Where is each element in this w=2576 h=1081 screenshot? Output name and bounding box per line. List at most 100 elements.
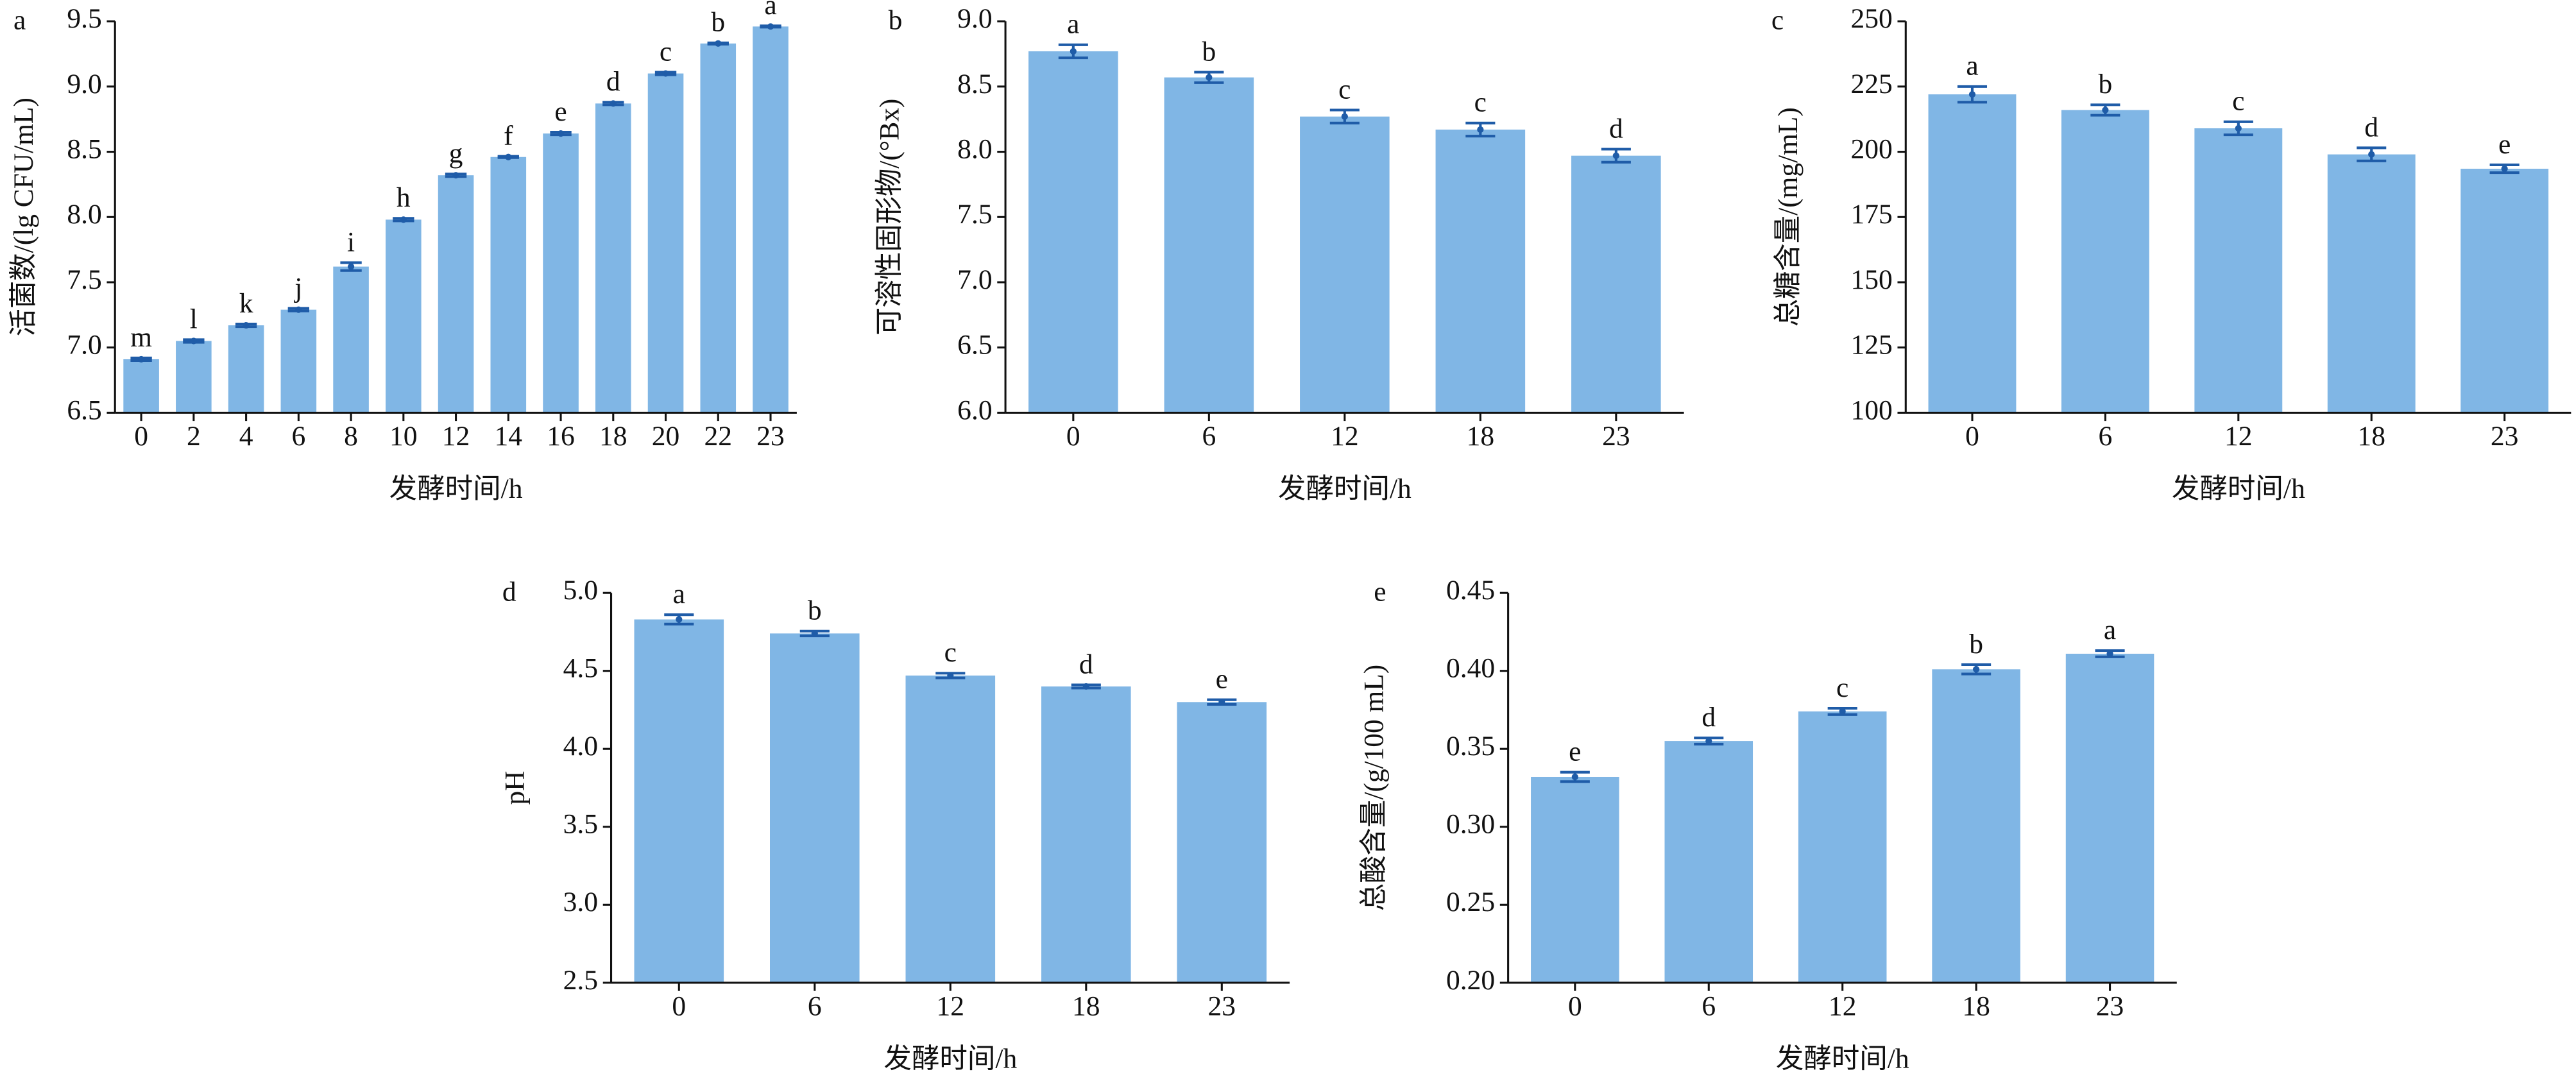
- panel-label: c: [1771, 5, 1784, 36]
- bar: [123, 359, 159, 413]
- mean-dot: [2501, 165, 2508, 173]
- mean-dot: [2106, 650, 2113, 658]
- bar: [2461, 169, 2549, 413]
- significance-letter: b: [2099, 69, 2113, 99]
- significance-letter: j: [293, 273, 302, 303]
- y-tick-label: 0.35: [1446, 731, 1495, 762]
- panel-label: d: [502, 577, 516, 608]
- bar: [647, 73, 684, 413]
- mean-dot: [2368, 151, 2375, 158]
- mean-dot: [137, 355, 145, 363]
- x-tick-label: 23: [1602, 421, 1630, 452]
- mean-dot: [1477, 126, 1484, 133]
- y-axis-label: 可溶性固形物/(°Bx): [874, 99, 905, 336]
- x-axis-label: 发酵时间/h: [1278, 473, 1412, 504]
- significance-letter: a: [1966, 51, 1978, 81]
- y-tick-label: 0.30: [1446, 809, 1495, 840]
- significance-letter: e: [554, 96, 567, 127]
- y-tick-label: 8.0: [957, 134, 992, 165]
- mean-dot: [1206, 74, 1213, 81]
- bar-chart: e 总酸含量/(g/100 mL) 发酵时间/h e 0 d 6 c 12 b 18 a 23 0.20 0…: [1359, 575, 2177, 1074]
- bar: [1928, 94, 2017, 413]
- y-tick-label: 8.0: [67, 199, 101, 230]
- y-tick-label: 9.0: [957, 3, 992, 34]
- mean-dot: [676, 616, 683, 623]
- y-axis-label: 总酸含量/(g/100 mL): [1359, 665, 1390, 911]
- significance-letter: a: [673, 579, 685, 609]
- bar: [1531, 776, 1619, 983]
- mean-dot: [1082, 683, 1089, 690]
- y-tick-label: 7.0: [67, 330, 101, 361]
- x-tick-label: 18: [1962, 991, 1990, 1022]
- mean-dot: [557, 130, 565, 137]
- significance-letter: e: [2498, 129, 2511, 160]
- bar: [2327, 154, 2416, 413]
- y-axis-label: 活菌数/(lg CFU/mL): [8, 98, 39, 336]
- x-tick-label: 8: [344, 421, 358, 452]
- x-tick-label: 23: [1208, 991, 1236, 1022]
- bar-chart: b 可溶性固形物/(°Bx) 发酵时间/h a 0 b 6 c 12 c 18 d 23 6.0 6.5 7.…: [874, 3, 1684, 504]
- bar: [490, 157, 527, 413]
- x-tick-label: 2: [187, 421, 201, 452]
- significance-letter: b: [711, 7, 725, 38]
- x-axis-label: 发酵时间/h: [389, 473, 523, 504]
- y-tick-label: 7.5: [957, 199, 992, 230]
- x-tick-label: 12: [1331, 421, 1359, 452]
- mean-dot: [452, 172, 459, 179]
- significance-letter: a: [2104, 615, 2116, 645]
- significance-letter: i: [347, 226, 355, 257]
- bar: [1932, 669, 2020, 983]
- mean-dot: [1973, 666, 1980, 673]
- y-axis-label: 总糖含量/(mg/mL): [1773, 107, 1804, 327]
- significance-letter: g: [449, 138, 463, 169]
- bar: [543, 133, 579, 413]
- significance-letter: d: [2364, 112, 2378, 142]
- bar: [1571, 155, 1661, 413]
- mean-dot: [1218, 699, 1225, 706]
- mean-dot: [1612, 152, 1619, 159]
- significance-letter: d: [1609, 113, 1623, 144]
- y-tick-label: 4.5: [563, 653, 598, 684]
- x-tick-label: 23: [2096, 991, 2124, 1022]
- mean-dot: [610, 100, 617, 107]
- x-tick-label: 6: [808, 991, 822, 1022]
- y-tick-label: 2.5: [563, 965, 598, 996]
- x-tick-label: 6: [1202, 421, 1216, 452]
- bar: [2061, 110, 2149, 413]
- x-tick-label: 6: [2099, 421, 2113, 452]
- y-axis-label: pH: [500, 770, 531, 804]
- x-axis-label: 发酵时间/h: [1776, 1043, 1909, 1074]
- bar: [1798, 711, 1887, 983]
- x-axis-label: 发酵时间/h: [2172, 473, 2305, 504]
- y-tick-label: 225: [1851, 69, 1893, 99]
- mean-dot: [400, 216, 407, 223]
- significance-letter: c: [1474, 87, 1487, 118]
- significance-letter: e: [1569, 736, 1581, 767]
- significance-letter: h: [397, 182, 411, 213]
- y-tick-label: 6.0: [957, 395, 992, 425]
- bar-chart: a 活菌数/(lg CFU/mL) 发酵时间/h m 0 l 2 k 4 j 6 i 8 h 10 g 12 f 1…: [8, 0, 797, 504]
- x-tick-label: 0: [672, 991, 686, 1022]
- significance-letter: c: [1836, 672, 1848, 703]
- bar: [1164, 77, 1254, 413]
- mean-dot: [811, 630, 818, 637]
- mean-dot: [947, 672, 954, 679]
- bar: [386, 219, 422, 413]
- y-tick-label: 250: [1851, 3, 1893, 34]
- significance-letter: d: [1702, 702, 1716, 733]
- y-tick-label: 0.45: [1446, 575, 1495, 606]
- bar: [2065, 653, 2154, 983]
- bar: [2194, 128, 2283, 413]
- y-tick-label: 3.0: [563, 887, 598, 917]
- x-tick-label: 0: [134, 421, 148, 452]
- panel-label: a: [13, 5, 26, 36]
- x-tick-label: 6: [1702, 991, 1716, 1022]
- bar: [1300, 116, 1390, 413]
- mean-dot: [1571, 773, 1578, 781]
- bar: [333, 266, 369, 413]
- bar: [753, 26, 789, 413]
- mean-dot: [2102, 106, 2109, 114]
- x-tick-label: 16: [547, 421, 575, 452]
- mean-dot: [715, 40, 722, 47]
- y-tick-label: 8.5: [957, 69, 992, 99]
